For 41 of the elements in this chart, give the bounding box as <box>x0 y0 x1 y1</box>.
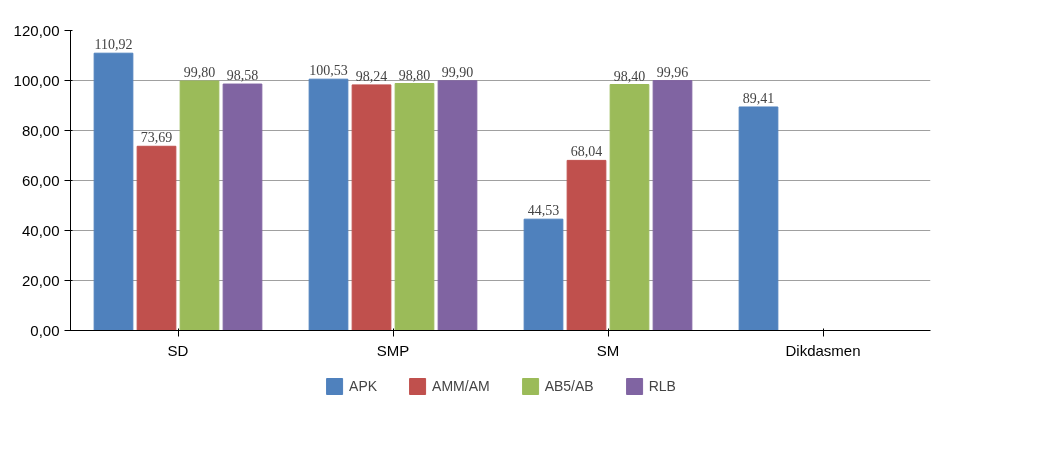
legend-label: AMM/AM <box>432 378 490 394</box>
data-label: 98,24 <box>355 68 388 84</box>
data-label: 100,53 <box>309 63 348 79</box>
x-tick-label: Dikdasmen <box>785 341 861 359</box>
bar <box>652 80 693 331</box>
x-tick-label: SD <box>167 341 189 359</box>
bar <box>394 83 435 331</box>
legend-label: AB5/AB <box>544 378 594 394</box>
data-label: 99,90 <box>441 64 474 80</box>
data-label: 98,40 <box>613 68 646 84</box>
bar <box>93 52 134 331</box>
bar <box>351 84 392 331</box>
y-tick-label: 60,00 <box>21 171 60 189</box>
data-label: 99,80 <box>183 65 216 80</box>
y-tick-label: 80,00 <box>21 121 60 139</box>
data-label: 89,41 <box>742 90 775 106</box>
bar <box>609 84 650 331</box>
legend-label: RLB <box>648 378 676 394</box>
bar <box>566 159 607 331</box>
x-tick-label: SM <box>596 341 620 359</box>
y-tick-label: 40,00 <box>21 221 60 239</box>
y-tick-label: 20,00 <box>21 271 60 289</box>
bar <box>738 106 779 331</box>
y-tick-label: 100,00 <box>13 71 60 89</box>
bar <box>136 145 177 331</box>
data-label: 110,92 <box>94 37 133 53</box>
legend-label: APK <box>349 378 378 394</box>
bar <box>523 218 564 331</box>
y-tick-label: 120,00 <box>13 21 60 39</box>
bar <box>179 80 220 331</box>
data-label: 68,04 <box>570 144 603 160</box>
bar <box>222 83 263 331</box>
bar <box>308 78 349 331</box>
bar <box>437 80 478 331</box>
y-tick-label: 0,00 <box>30 321 60 339</box>
data-label: 44,53 <box>527 203 560 219</box>
x-tick-label: SMP <box>376 341 410 359</box>
data-label: 99,96 <box>656 64 689 80</box>
data-label: 98,58 <box>226 68 259 84</box>
data-label: 73,69 <box>140 130 173 146</box>
data-label: 98,80 <box>398 67 431 83</box>
